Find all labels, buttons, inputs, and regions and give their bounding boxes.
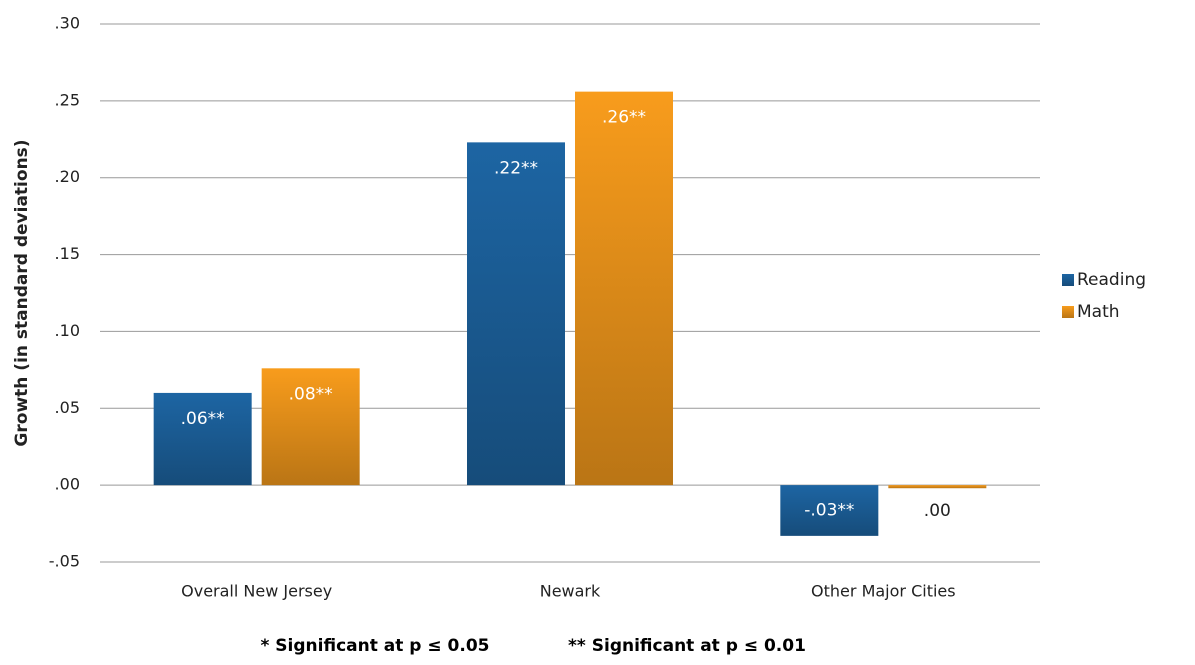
- y-tick-label: -.05: [49, 552, 80, 571]
- value-label: -.03**: [804, 501, 854, 521]
- y-tick-label: .30: [55, 14, 80, 33]
- x-tick-label: Other Major Cities: [811, 582, 956, 601]
- bar: [467, 142, 565, 486]
- value-label: .22**: [494, 158, 538, 178]
- footnote: ** Significant at p ≤ 0.01: [568, 636, 806, 656]
- bar: [153, 392, 252, 486]
- legend-swatch: [1062, 306, 1074, 318]
- bar: [261, 368, 360, 486]
- y-tick-label: .20: [55, 167, 80, 186]
- value-label: .06**: [181, 409, 225, 429]
- y-axis-title: Growth (in standard deviations): [12, 139, 32, 446]
- y-tick-label: .15: [55, 244, 80, 263]
- x-tick-label: Overall New Jersey: [181, 582, 332, 601]
- legend-swatch: [1062, 274, 1074, 286]
- x-tick-label: Newark: [540, 582, 601, 601]
- y-tick-label: .00: [55, 475, 80, 494]
- value-label: .26**: [602, 108, 646, 128]
- bar: [780, 485, 879, 536]
- legend-label: Reading: [1077, 270, 1146, 290]
- legend-label: Math: [1077, 302, 1120, 322]
- y-tick-label: .25: [55, 90, 80, 109]
- value-label: .00: [924, 501, 951, 521]
- value-label: .08**: [289, 384, 333, 404]
- bar: [888, 485, 987, 489]
- y-tick-label: .05: [55, 398, 80, 417]
- bar: [575, 91, 673, 486]
- y-tick-label: .10: [55, 321, 80, 340]
- footnote: * Significant at p ≤ 0.05: [261, 636, 490, 656]
